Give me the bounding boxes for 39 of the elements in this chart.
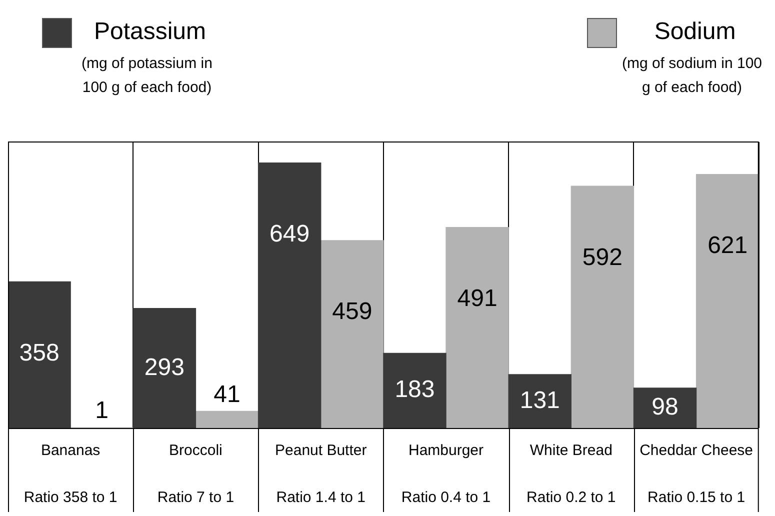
data-label: 183	[394, 376, 435, 404]
bar	[508, 374, 572, 428]
x-tick-label: Cheddar Cheese	[640, 442, 754, 460]
bar	[320, 240, 384, 428]
data-label: 649	[270, 220, 310, 248]
legend-label: Potassium	[94, 18, 206, 46]
data-label: 358	[19, 339, 60, 366]
bar	[570, 186, 634, 428]
text: Ratio 358 to 1	[24, 489, 118, 506]
bar	[8, 281, 71, 428]
legend-label: Sodium	[654, 18, 736, 46]
bar	[633, 388, 697, 428]
bar	[258, 162, 322, 428]
bar	[195, 410, 259, 428]
data-label: 98	[652, 394, 678, 421]
x-tick-label: White Bread	[530, 442, 612, 460]
data-label: 459	[332, 298, 372, 326]
bar	[383, 352, 446, 428]
data-label: 592	[582, 244, 622, 271]
x-tick-label: Hamburger	[408, 442, 484, 460]
data-label: 1	[95, 397, 109, 424]
data-label: 41	[214, 380, 240, 408]
bar	[446, 227, 509, 428]
data-label: 621	[708, 232, 748, 259]
data-label: 491	[457, 285, 498, 312]
text: Ratio 0.4 to 1	[401, 489, 491, 506]
text: Ratio 0.2 to 1	[526, 489, 616, 506]
text: Ratio 0.15 to 1	[648, 489, 746, 506]
x-tick-label: Bananas	[40, 442, 100, 460]
data-label: 293	[144, 354, 184, 381]
bar	[696, 174, 759, 428]
text: (mg of potassium in 100 g of each food)	[80, 54, 214, 98]
text: Ratio 7 to 1	[157, 489, 234, 506]
text: Ratio 1.4 to 1	[276, 489, 366, 506]
x-tick-label: Peanut Butter	[274, 442, 367, 460]
bar	[132, 308, 196, 428]
text: (mg of sodium in 100 g of each food)	[620, 54, 764, 98]
x-tick-label: Broccoli	[169, 442, 222, 460]
data-label: 131	[520, 386, 560, 414]
